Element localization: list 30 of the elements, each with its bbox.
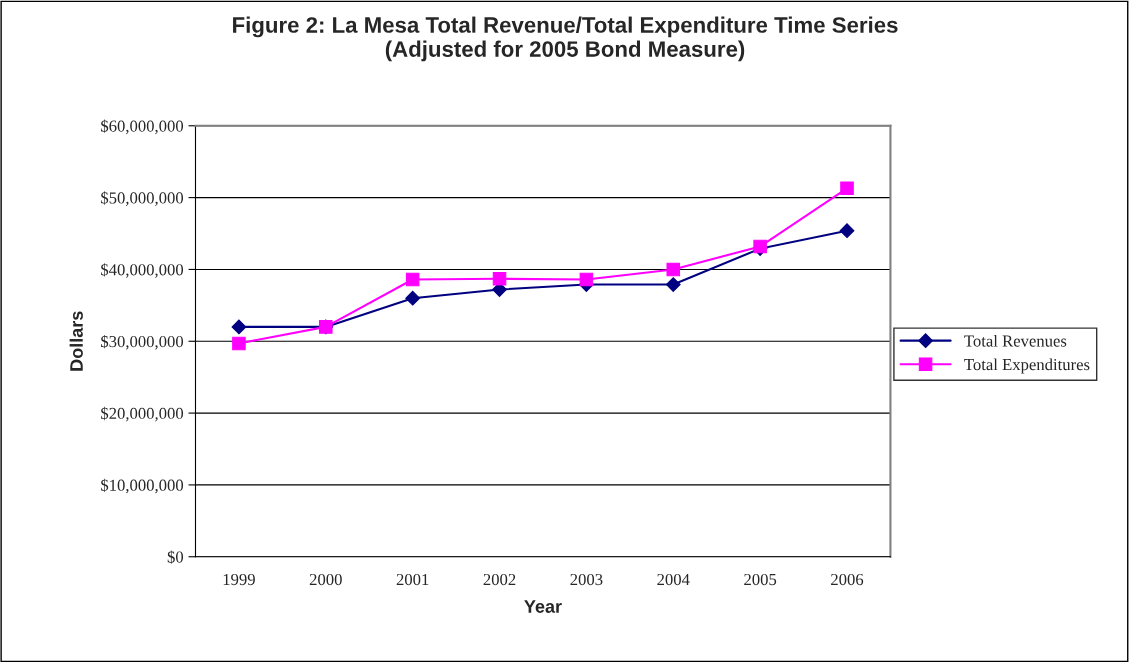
point (492, 272, 507, 286)
y-tick-label: $0 (167, 550, 184, 564)
point (665, 277, 681, 292)
y-tick-label: $10,000,000 (101, 478, 184, 494)
y-tick-label: $60,000,000 (101, 119, 184, 135)
x-tick-label: 2005 (744, 573, 777, 586)
x-tick-label: 2003 (570, 573, 603, 586)
x-tick-label: 2002 (483, 573, 516, 586)
x-tick-label: 2000 (309, 573, 342, 586)
point (579, 272, 594, 287)
point (666, 262, 681, 277)
x-tick-label: 1999 (223, 573, 255, 586)
point (840, 181, 854, 196)
y-tick-label: $20,000,000 (101, 406, 184, 422)
point (405, 272, 420, 287)
legend-label: Total Revenues (964, 334, 1067, 347)
x-tick-label: 2006 (831, 573, 864, 586)
y-axis-title: Dollars (69, 311, 83, 371)
point (232, 336, 246, 351)
point (405, 290, 421, 306)
y-tick-label: $40,000,000 (101, 263, 184, 278)
y-tick-label: $50,000,000 (101, 191, 184, 206)
chart-title: Figure 2: La Mesa Total Revenue/Total Expenditure Time Series (Adjusted for 2005 Bond Measure) (233, 16, 898, 62)
legend-label: Total Expenditures (964, 358, 1090, 374)
x-tick-label: 2001 (396, 573, 429, 586)
y-tick-label: $30,000,000 (101, 334, 184, 350)
point (839, 223, 855, 239)
point (231, 319, 247, 335)
x-tick-label: 2004 (657, 573, 690, 586)
x-axis-title: Year (524, 600, 562, 613)
